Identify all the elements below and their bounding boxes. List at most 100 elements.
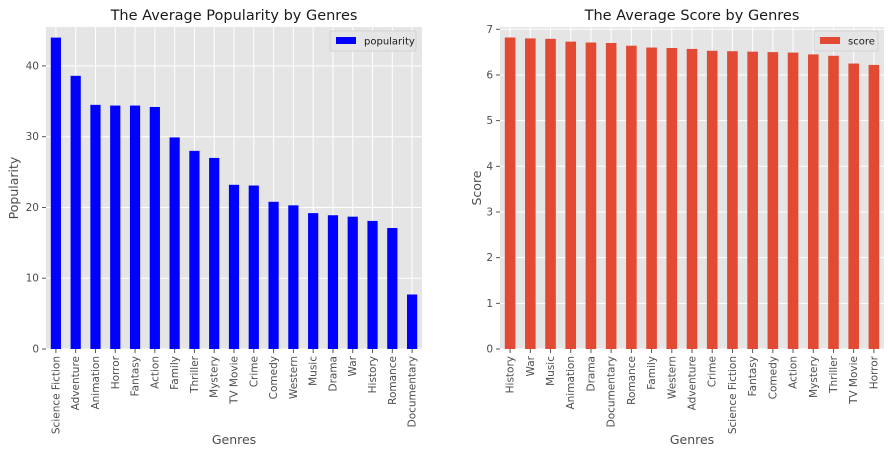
bar-drama xyxy=(327,215,339,349)
bar-crime xyxy=(706,50,718,349)
legend-box xyxy=(329,30,417,52)
x-tick-label: Horror xyxy=(868,355,880,389)
x-axis-label: Genres xyxy=(212,432,256,447)
x-tick-label: Documentary xyxy=(606,356,618,427)
x-tick-label: Family xyxy=(646,356,658,390)
x-tick-label: Thriller xyxy=(828,355,840,394)
legend-label: popularity xyxy=(364,37,415,48)
y-tick-label: 5 xyxy=(486,115,493,127)
chart-title: The Average Popularity by Genres xyxy=(110,8,358,24)
x-tick-label: Thriller xyxy=(189,355,201,394)
bar-family xyxy=(169,137,180,349)
bar-mystery xyxy=(209,157,220,349)
x-tick-label: Animation xyxy=(565,356,577,410)
bar-tv-movie xyxy=(848,63,859,350)
x-tick-label: War xyxy=(347,355,359,376)
x-tick-label: Comedy xyxy=(767,356,779,399)
x-tick-label: War xyxy=(525,355,537,376)
bar-crime xyxy=(248,185,259,349)
y-tick-label: 6 xyxy=(486,69,493,81)
x-tick-label: TV Movie xyxy=(229,356,241,405)
x-tick-label: History xyxy=(367,356,379,393)
y-tick-label: 3 xyxy=(486,206,493,218)
bar-war xyxy=(525,38,536,350)
x-tick-label: Science Fiction xyxy=(50,356,62,434)
x-tick-label: Adventure xyxy=(70,356,82,410)
legend: score xyxy=(813,30,879,52)
bar-animation xyxy=(565,41,577,350)
x-tick-label: Action xyxy=(788,356,800,389)
bar-animation xyxy=(90,104,101,349)
x-tick-label: Animation xyxy=(90,356,102,410)
x-tick-label: Western xyxy=(666,356,678,399)
legend-label: score xyxy=(848,37,875,48)
bar-science-fiction xyxy=(727,51,738,349)
bar-music xyxy=(545,38,556,349)
x-tick-label: Mystery xyxy=(209,356,221,398)
x-tick-label: Horror xyxy=(110,355,122,389)
bar-adventure xyxy=(70,75,81,349)
x-axis-label: Genres xyxy=(670,432,714,447)
bar-romance xyxy=(626,45,637,349)
bar-fantasy xyxy=(129,105,141,349)
x-tick-label: Fantasy xyxy=(747,356,759,396)
legend-swatch xyxy=(336,37,356,44)
x-tick-label: Romance xyxy=(626,356,638,405)
y-tick-label: 0 xyxy=(486,344,493,356)
chart-1: 0 10 20 30 40 Science Fiction Adventure Animati… xyxy=(6,8,422,447)
bar-documentary xyxy=(407,294,418,349)
bar-comedy xyxy=(767,52,779,349)
x-tick-label: Mystery xyxy=(808,356,820,398)
y-tick-label: 20 xyxy=(26,202,39,214)
y-tick-label: 0 xyxy=(32,344,39,356)
x-tick-label: Drama xyxy=(327,356,339,392)
bar-horror xyxy=(110,105,121,349)
x-tick-label: Documentary xyxy=(407,356,419,427)
chart-2: 0 1 2 3 4 5 6 7 History War Music Animation Drama Doc… xyxy=(469,8,884,447)
y-axis-label: Popularity xyxy=(6,156,21,219)
bar-drama xyxy=(585,42,597,349)
bar-mystery xyxy=(807,54,819,349)
bar-comedy xyxy=(268,201,279,349)
bar-music xyxy=(308,213,319,349)
y-axis-label: Score xyxy=(469,170,484,205)
y-tick-label: 7 xyxy=(486,24,493,36)
bar-war xyxy=(347,216,358,349)
x-tick-label: Music xyxy=(308,356,320,386)
x-tick-label: Family xyxy=(169,356,181,390)
y-tick-label: 2 xyxy=(486,252,493,264)
chart-title: The Average Score by Genres xyxy=(584,8,800,24)
bar-thriller xyxy=(189,150,200,349)
y-tick-label: 4 xyxy=(486,161,493,173)
x-tick-label: TV Movie xyxy=(848,356,860,405)
bar-fantasy xyxy=(747,51,758,350)
x-tick-label: Science Fiction xyxy=(727,356,739,434)
x-tick-label: Adventure xyxy=(687,356,699,410)
y-tick-label: 1 xyxy=(486,298,493,310)
bar-history xyxy=(504,37,516,349)
bar-romance xyxy=(387,227,398,349)
bar-thriller xyxy=(828,55,839,349)
bar-action xyxy=(149,106,160,349)
y-tick-label: 30 xyxy=(26,131,39,143)
bar-family xyxy=(646,47,657,349)
bar-science-fiction xyxy=(50,37,61,349)
bar-history xyxy=(367,220,378,349)
y-tick-label: 10 xyxy=(26,273,39,285)
x-tick-label: Comedy xyxy=(268,356,280,399)
x-tick-label: Music xyxy=(545,356,557,386)
x-tick-label: Crime xyxy=(248,356,260,387)
x-tick-label: Crime xyxy=(707,356,719,387)
x-tick-label: Romance xyxy=(387,356,399,405)
legend-box xyxy=(813,30,879,52)
legend-swatch xyxy=(820,37,840,44)
x-tick-label: Drama xyxy=(585,356,597,392)
y-tick-label: 40 xyxy=(26,60,39,72)
bar-western xyxy=(666,48,678,350)
x-tick-label: History xyxy=(505,356,517,393)
bar-documentary xyxy=(605,42,617,350)
x-tick-label: Action xyxy=(149,356,161,389)
bar-action xyxy=(787,52,799,350)
bar-western xyxy=(288,205,299,349)
